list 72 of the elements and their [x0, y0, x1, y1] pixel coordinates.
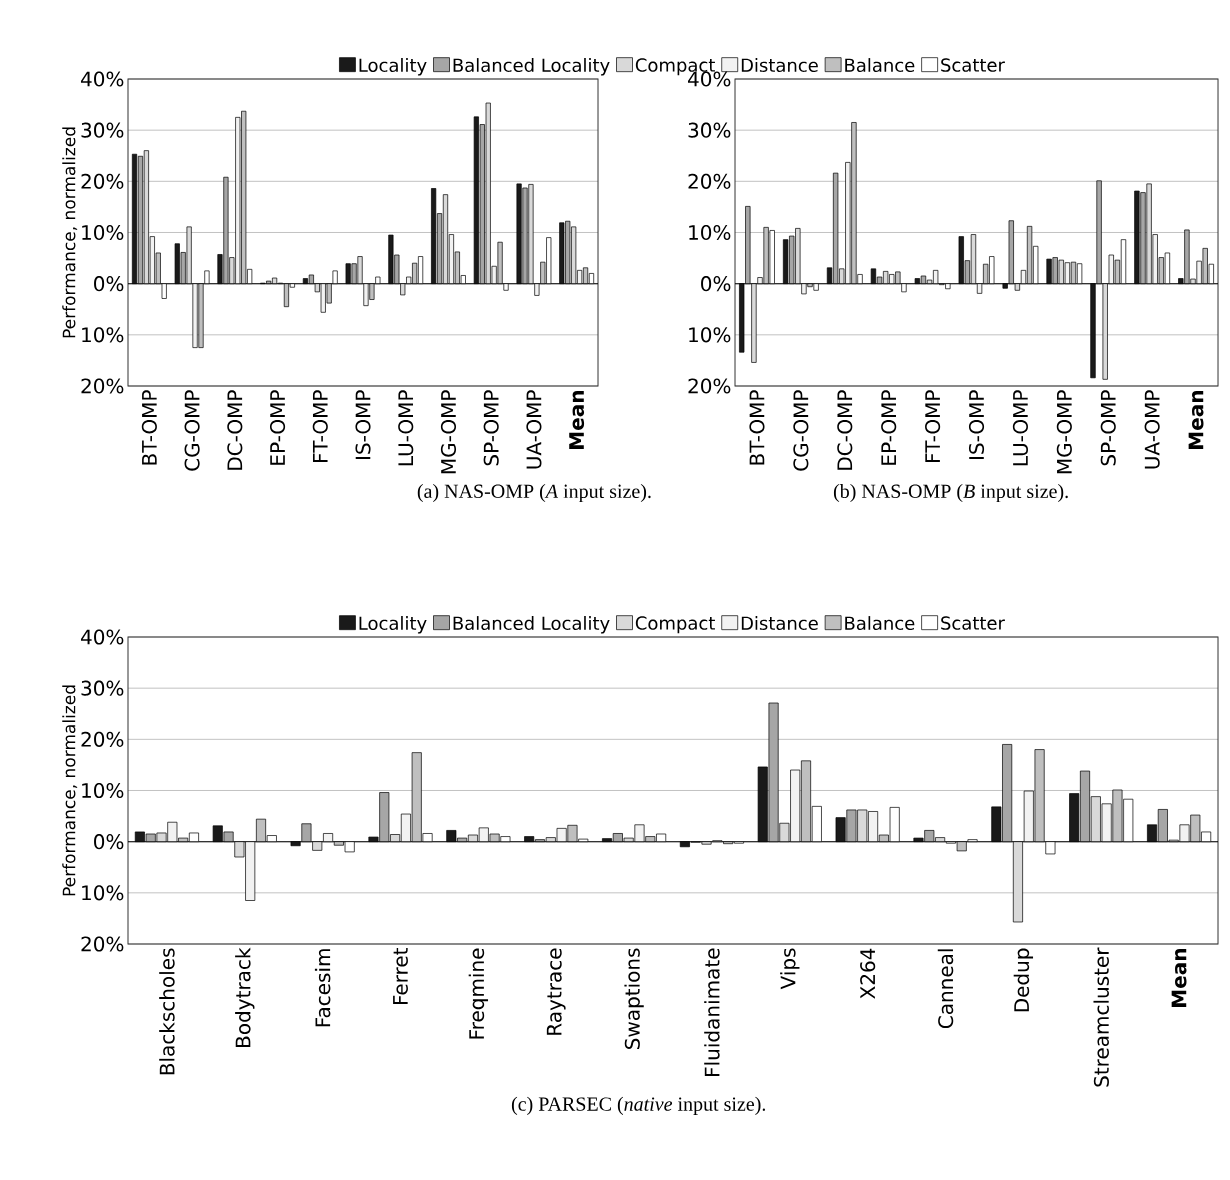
- text: (b) NAS-OMP (B input size).: [833, 483, 1068, 503]
- x-tick-label: Streamcluster: [1093, 947, 1109, 1087]
- x-tick-label: Blackscholes: [159, 948, 175, 1075]
- y-tick-label: 10%: [82, 782, 124, 799]
- y-tick-label: 0%: [94, 834, 124, 850]
- y-tick-label: 20%: [81, 731, 124, 747]
- x-tick-label: EP-OMP: [881, 390, 897, 465]
- legend-label: Scatter: [941, 58, 1005, 72]
- y-tick-label: 10%: [689, 327, 731, 343]
- y-tick-label: 20%: [81, 173, 124, 189]
- legend-label: Scatter: [941, 616, 1005, 630]
- x-tick-label: LU-OMP: [1012, 390, 1028, 466]
- y-tick-label: 10%: [82, 885, 124, 901]
- y-tick-label: 0%: [701, 276, 731, 292]
- y-tick-label: 20%: [688, 378, 731, 394]
- y-tick-label: 0%: [94, 276, 124, 292]
- x-tick-label: Facesim: [314, 949, 331, 1027]
- legend-label: Compact: [635, 616, 715, 634]
- y-tick-label: 20%: [81, 936, 124, 952]
- x-tick-label: FT-OMP: [925, 390, 941, 462]
- y-tick-label: 10%: [689, 224, 731, 241]
- y-tick-label: 10%: [82, 327, 124, 343]
- y-tick-label: 30%: [81, 122, 124, 138]
- x-tick-label: Freqmine: [468, 948, 489, 1039]
- legend-label: Balanced Locality: [453, 58, 610, 76]
- x-tick-label: UA-OMP: [1144, 390, 1160, 469]
- y-tick-label: 30%: [688, 122, 731, 138]
- y-tick-label: 20%: [81, 378, 124, 394]
- x-tick-label: BT-OMP: [141, 390, 157, 465]
- legend-label: Balanced Locality: [453, 616, 610, 634]
- text: (c) PARSEC (native input size).: [511, 1096, 766, 1115]
- x-tick-label: Mean: [1171, 949, 1187, 1007]
- x-tick-label: UA-OMP: [526, 390, 542, 469]
- x-tick-label: CG-OMP: [793, 390, 809, 471]
- x-tick-label: X264: [860, 948, 876, 999]
- legend-label: Locality: [359, 58, 427, 76]
- x-tick-label: LU-OMP: [398, 390, 414, 466]
- x-tick-label: Vips: [780, 948, 800, 990]
- x-tick-label: DC-OMP: [227, 390, 243, 470]
- y-tick-label: 20%: [688, 173, 731, 189]
- x-tick-label: BT-OMP: [749, 390, 765, 465]
- x-tick-label: Fluidanimate: [704, 948, 720, 1076]
- legend-label: Distance: [741, 616, 818, 631]
- y-axis-title: Performance, normalized: [62, 127, 78, 338]
- x-tick-label: Canneal: [937, 949, 954, 1029]
- x-tick-label: DC-OMP: [837, 390, 853, 470]
- x-tick-label: CG-OMP: [184, 390, 200, 471]
- x-tick-label: SP-OMP: [1100, 390, 1116, 466]
- x-tick-label: EP-OMP: [269, 390, 286, 465]
- y-tick-label: 40%: [80, 629, 124, 645]
- x-tick-label: FT-OMP: [312, 390, 328, 462]
- y-tick-label: 10%: [82, 224, 124, 241]
- x-tick-label: Mean: [569, 391, 585, 449]
- x-tick-label: MG-OMP: [440, 390, 457, 474]
- text: (a) NAS-OMP (A input size).: [417, 483, 651, 503]
- x-tick-label: Swaptions: [624, 948, 644, 1049]
- y-tick-label: 30%: [81, 680, 124, 696]
- y-tick-label: 40%: [80, 71, 124, 87]
- legend-label: Distance: [741, 58, 818, 73]
- legend-label: Balance: [845, 58, 915, 73]
- y-axis-title: Performance, normalized: [62, 685, 78, 896]
- x-tick-label: IS-OMP: [968, 390, 985, 459]
- x-tick-label: SP-OMP: [483, 390, 499, 466]
- x-tick-label: Ferret: [393, 948, 408, 1005]
- x-tick-label: MG-OMP: [1056, 390, 1072, 474]
- x-tick-label: IS-OMP: [355, 390, 371, 459]
- x-tick-label: Raytrace: [546, 948, 566, 1035]
- legend-label: Locality: [359, 616, 427, 634]
- x-tick-label: Mean: [1188, 391, 1204, 449]
- x-tick-label: Bodytrack: [235, 947, 255, 1047]
- legend-label: Balance: [845, 616, 915, 631]
- x-tick-label: Dedup: [1013, 948, 1034, 1012]
